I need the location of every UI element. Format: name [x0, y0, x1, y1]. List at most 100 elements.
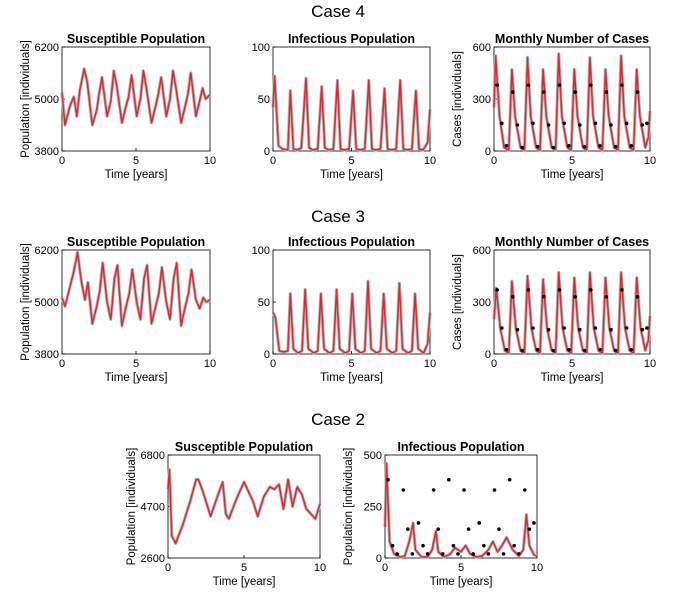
- case2-infectious-data-point: [451, 543, 456, 548]
- case3-cases-data-point: [567, 347, 571, 352]
- case3-cases-data-point: [520, 348, 524, 353]
- case3-infectious-ytick-label: 0: [264, 349, 270, 361]
- case4-cases-data-point: [635, 90, 640, 94]
- case3-susceptible-series-band: [60, 250, 211, 328]
- case2-susceptible-ylabel: Population [individuals]: [126, 448, 138, 566]
- case4-cases-data-point: [588, 83, 593, 87]
- case2-susceptible-ytick-label: 2600: [141, 553, 165, 565]
- case4-cases-data-point: [551, 145, 556, 150]
- case4-cases-data-point: [645, 121, 649, 126]
- case3-cases-data-point: [557, 288, 562, 292]
- case3-cases-data-point: [604, 295, 609, 299]
- case2-infectious-data-point: [516, 552, 521, 556]
- case4-cases-data-point: [542, 90, 546, 94]
- case3-susceptible-xtick-label: 10: [204, 358, 216, 370]
- case3-infectious-series-line: [272, 280, 431, 354]
- case3-infectious-ytick-label: 100: [252, 245, 270, 257]
- case2-infectious-data-point: [401, 488, 406, 492]
- case2-susceptible-series-band: [166, 468, 322, 545]
- case3-cases-data-point: [588, 288, 593, 292]
- case2-susceptible-xtick-label: 0: [165, 562, 171, 574]
- case4-cases-data-point: [620, 83, 624, 87]
- case4-infectious-xlabel: Time [years]: [320, 169, 383, 181]
- case2-infectious-data-point: [512, 543, 516, 548]
- case2-infectious-xtick-label: 10: [531, 562, 543, 574]
- case2-susceptible-xtick-label: 5: [241, 562, 247, 574]
- case2-infectious-series-band: [383, 461, 538, 559]
- case2-infectious-data-point: [462, 488, 466, 492]
- case4-susceptible-xtick-label: 10: [204, 155, 216, 167]
- case3-infectious-title: Infectious Population: [288, 235, 415, 249]
- case4-infectious-ytick-label: 0: [264, 146, 270, 158]
- case4-infectious-series-line: [272, 75, 431, 151]
- case3-susceptible-xtick-label: 0: [59, 358, 65, 370]
- case2-susceptible-title: Susceptible Population: [175, 440, 313, 454]
- case4-infectious-ytick-label: 100: [252, 42, 270, 54]
- case2-infectious-data-point: [466, 527, 471, 531]
- case2-infectious-ytick-label: 0: [376, 553, 382, 565]
- case3-infectious-xtick-label: 0: [270, 358, 276, 370]
- case2-infectious-ylabel: Population [individuals]: [343, 448, 355, 566]
- case2-infectious-title: Infectious Population: [397, 440, 524, 454]
- case4-cases-data-point: [582, 144, 587, 149]
- case3-cases-data-point: [526, 288, 531, 292]
- case4-cases-data-point: [604, 90, 609, 94]
- case3-cases-data-point: [551, 348, 556, 353]
- case4-cases-data-point: [578, 123, 582, 127]
- case4-cases-ytick-label: 300: [473, 94, 491, 106]
- case4-cases-data-point: [613, 144, 618, 149]
- case3-cases-data-point: [542, 295, 546, 299]
- case3-susceptible-xlabel: Time [years]: [105, 372, 168, 384]
- case-2-title: Case 2: [311, 410, 365, 429]
- case2-infectious-data-point: [447, 477, 451, 482]
- case3-susceptible-series-line: [61, 251, 211, 327]
- case4-susceptible-ytick-label: 6200: [35, 42, 59, 54]
- case4-cases-data-point: [593, 121, 598, 126]
- case3-cases-data-point: [510, 295, 515, 299]
- case4-cases-ytick-label: 0: [485, 146, 491, 158]
- case3-cases-data-point: [593, 326, 598, 330]
- case4-cases-data-point: [526, 83, 531, 87]
- case4-cases-data-point: [495, 83, 499, 87]
- case4-cases-data-point: [535, 144, 540, 149]
- case4-cases-data-point: [562, 121, 566, 126]
- case4-infectious-title: Infectious Population: [288, 32, 415, 46]
- case4-cases-xlabel: Time [years]: [541, 169, 604, 181]
- case4-susceptible-title: Susceptible Population: [67, 32, 205, 46]
- case4-cases-data-point: [520, 145, 524, 150]
- case2-infectious-data-point: [406, 527, 410, 531]
- case3-cases-data-point: [573, 295, 577, 299]
- case4-cases-data-point: [573, 90, 577, 94]
- case3-cases-ylabel: Cases [individuals]: [452, 254, 464, 350]
- case4-cases-ytick-label: 600: [473, 42, 491, 54]
- case3-susceptible-title: Susceptible Population: [67, 235, 205, 249]
- case4-cases-data-point: [598, 144, 602, 148]
- case4-infectious-xtick-label: 5: [348, 155, 354, 167]
- case2-susceptible-ytick-label: 6800: [141, 450, 165, 462]
- case3-cases-data-point: [531, 326, 535, 330]
- case4-cases-data-point: [531, 121, 535, 126]
- case4-susceptible-ylabel: Population [individuals]: [20, 40, 32, 158]
- case3-cases-xtick-label: 5: [569, 358, 575, 370]
- case3-cases-data-point: [504, 347, 509, 352]
- case4-susceptible-series-line: [61, 67, 211, 126]
- case4-cases-data-point: [546, 123, 551, 127]
- case2-susceptible-series-line: [167, 468, 321, 545]
- case4-cases-title: Monthly Number of Cases: [495, 32, 649, 46]
- case3-infectious-xtick-label: 10: [424, 358, 436, 370]
- case3-cases-data-point: [546, 327, 551, 332]
- case2-susceptible-ytick-label: 4700: [141, 502, 165, 514]
- case3-cases-ytick-label: 600: [473, 245, 491, 257]
- case3-susceptible-xtick-label: 5: [133, 358, 139, 370]
- case2-infectious-data-point: [471, 552, 475, 556]
- case4-cases-data-point: [515, 123, 520, 127]
- case3-cases-xtick-label: 0: [491, 358, 497, 370]
- case3-cases-data-point: [582, 348, 587, 353]
- case4-cases-data-point: [504, 144, 509, 148]
- case3-cases-data-point: [495, 288, 499, 292]
- case3-cases-data-point: [624, 326, 629, 330]
- case2-infectious-data-point: [507, 477, 512, 482]
- case4-cases-xtick-label: 5: [569, 155, 575, 167]
- case2-infectious-series-line: [384, 462, 538, 558]
- case2-infectious-data-point: [390, 543, 395, 548]
